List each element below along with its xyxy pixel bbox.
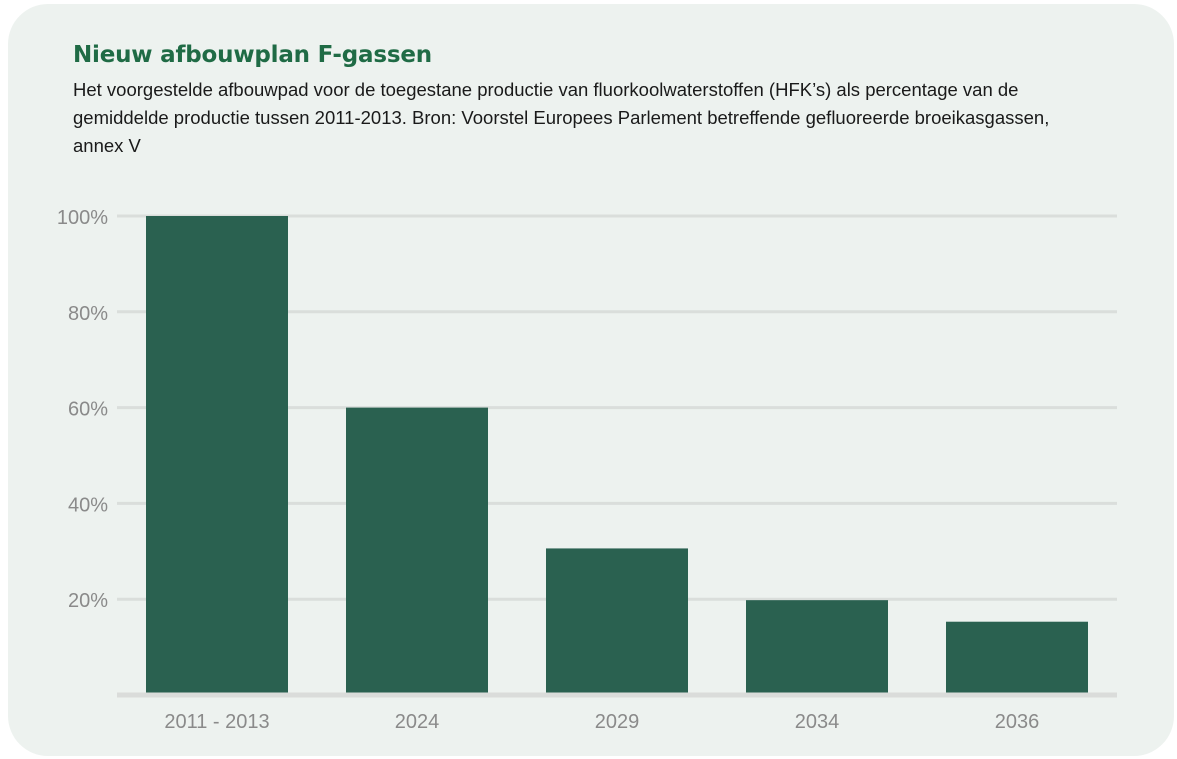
x-tick-label: 2011 - 2013 [164, 711, 269, 733]
bar [146, 216, 288, 695]
chart-title: Nieuw afbouwplan F-gassen [73, 42, 432, 68]
bar [746, 600, 888, 695]
chart-subtitle: Het voorgestelde afbouwpad voor de toege… [73, 79, 1050, 156]
x-tick-label: 2036 [995, 711, 1040, 733]
x-tick-label: 2034 [795, 711, 840, 733]
bar [946, 621, 1088, 695]
y-tick-label: 60% [68, 399, 108, 421]
y-tick-label: 100% [57, 207, 108, 229]
x-tick-label: 2024 [395, 711, 440, 733]
bar [346, 407, 488, 695]
y-tick-label: 80% [68, 303, 108, 325]
x-tick-label: 2029 [595, 711, 640, 733]
bar [546, 548, 688, 695]
y-tick-label: 20% [68, 590, 108, 612]
y-tick-label: 40% [68, 494, 108, 516]
